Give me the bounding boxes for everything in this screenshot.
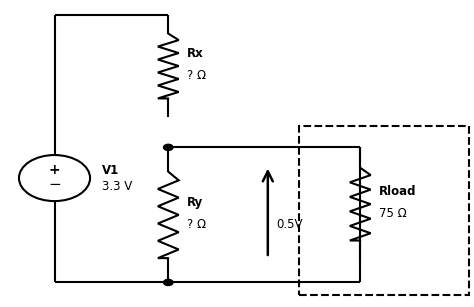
Text: 0.5V: 0.5V — [276, 218, 303, 231]
Text: +: + — [49, 163, 60, 177]
Text: −: − — [48, 177, 61, 192]
Bar — [299, 126, 469, 295]
Circle shape — [164, 144, 173, 150]
Text: Ry: Ry — [187, 196, 203, 209]
Circle shape — [164, 279, 173, 286]
Text: ? Ω: ? Ω — [187, 218, 206, 231]
Text: Rx: Rx — [187, 47, 204, 60]
Text: ? Ω: ? Ω — [187, 69, 206, 82]
Text: 3.3 V: 3.3 V — [102, 180, 132, 193]
Text: Rload: Rload — [379, 185, 417, 198]
Text: 75 Ω: 75 Ω — [379, 207, 407, 220]
Text: V1: V1 — [102, 164, 119, 177]
